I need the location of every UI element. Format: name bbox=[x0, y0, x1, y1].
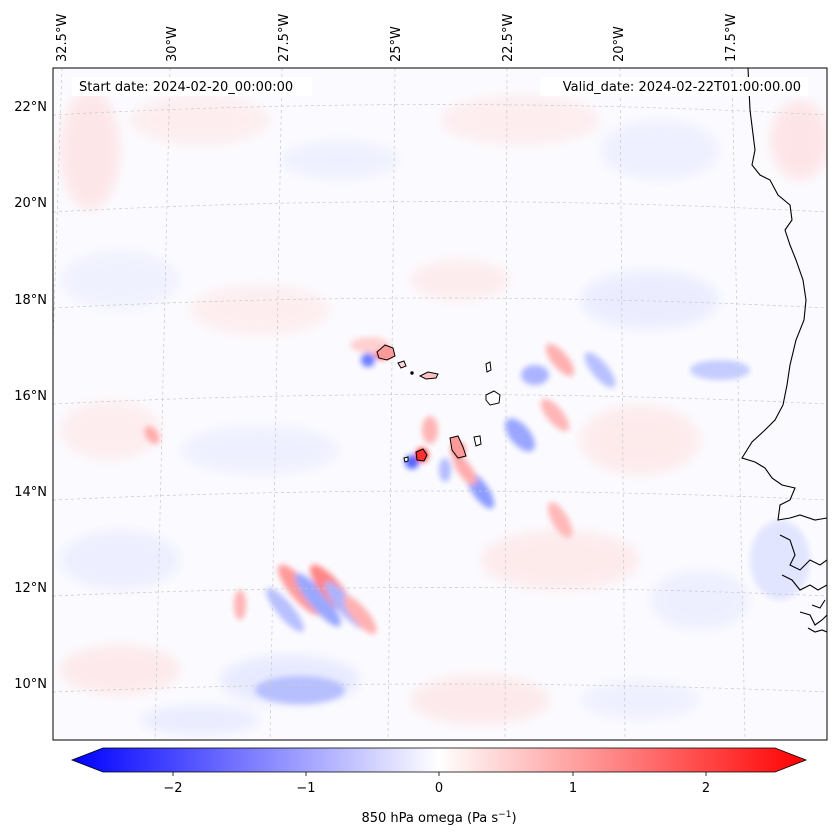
lat-label-10n: 10°N bbox=[14, 677, 47, 692]
colorbar: −2 −1 0 1 2 850 hPa omega (Pa s−1) bbox=[70, 747, 808, 826]
island-santo-antao bbox=[376, 344, 396, 361]
lat-label-22n: 22°N bbox=[14, 100, 47, 115]
island-sao-vicente bbox=[397, 360, 407, 369]
island-sal bbox=[485, 361, 492, 373]
lat-label-14n: 14°N bbox=[14, 485, 47, 500]
valid-date-box bbox=[540, 77, 808, 96]
colorbar-tick-minus-2: −2 bbox=[163, 781, 182, 796]
colorbar-tick-1: 1 bbox=[569, 781, 577, 796]
island-sao-nicolau bbox=[418, 371, 439, 380]
lat-label-20n: 20°N bbox=[14, 196, 47, 211]
lon-label-22-5w: 22.5°W bbox=[501, 14, 516, 62]
lon-label-30w: 30°W bbox=[165, 26, 180, 62]
lon-label-27-5w: 27.5°W bbox=[277, 14, 292, 62]
map-frame bbox=[52, 67, 828, 741]
island-santiago bbox=[449, 435, 467, 459]
valid-date-label: Valid_date: 2024-02-22T01:00:00.00 bbox=[563, 80, 801, 95]
latitude-labels: 22°N 20°N 18°N 16°N 14°N 12°N 10°N bbox=[14, 100, 47, 692]
field-background bbox=[53, 68, 827, 740]
island-maio bbox=[473, 435, 482, 447]
lat-label-18n: 18°N bbox=[14, 293, 47, 308]
colorbar-tick-minus-1: −1 bbox=[296, 781, 315, 796]
lon-label-20w: 20°W bbox=[612, 26, 627, 62]
island-fogo bbox=[415, 448, 428, 462]
gridlines bbox=[53, 68, 827, 740]
longitude-labels: 32.5°W 30°W 27.5°W 25°W 22.5°W 20°W 17.5… bbox=[55, 14, 739, 62]
colorbar-bar bbox=[70, 747, 808, 773]
lon-label-25w: 25°W bbox=[389, 26, 404, 62]
colorbar-label: 850 hPa omega (Pa s−1) bbox=[361, 810, 516, 826]
lat-label-12n: 12°N bbox=[14, 581, 47, 596]
start-date-box bbox=[72, 77, 312, 96]
colorbar-tick-labels: −2 −1 0 1 2 bbox=[163, 781, 710, 796]
start-date-label: Start date: 2024-02-20_00:00:00 bbox=[79, 80, 293, 95]
colorbar-tick-2: 2 bbox=[702, 781, 710, 796]
cape-verde-islands bbox=[376, 344, 501, 463]
island-boa-vista bbox=[485, 390, 501, 406]
lon-label-17-5w: 17.5°W bbox=[724, 14, 739, 62]
background-anomalies bbox=[60, 90, 827, 735]
omega-field bbox=[53, 68, 827, 740]
africa-coastline bbox=[741, 68, 827, 521]
coastlines bbox=[741, 68, 827, 633]
colorbar-tick-0: 0 bbox=[435, 781, 443, 796]
colorbar-ticks bbox=[172, 772, 707, 776]
lat-label-16n: 16°N bbox=[14, 389, 47, 404]
lon-label-32-5w: 32.5°W bbox=[55, 14, 70, 62]
island-brava bbox=[403, 456, 409, 463]
